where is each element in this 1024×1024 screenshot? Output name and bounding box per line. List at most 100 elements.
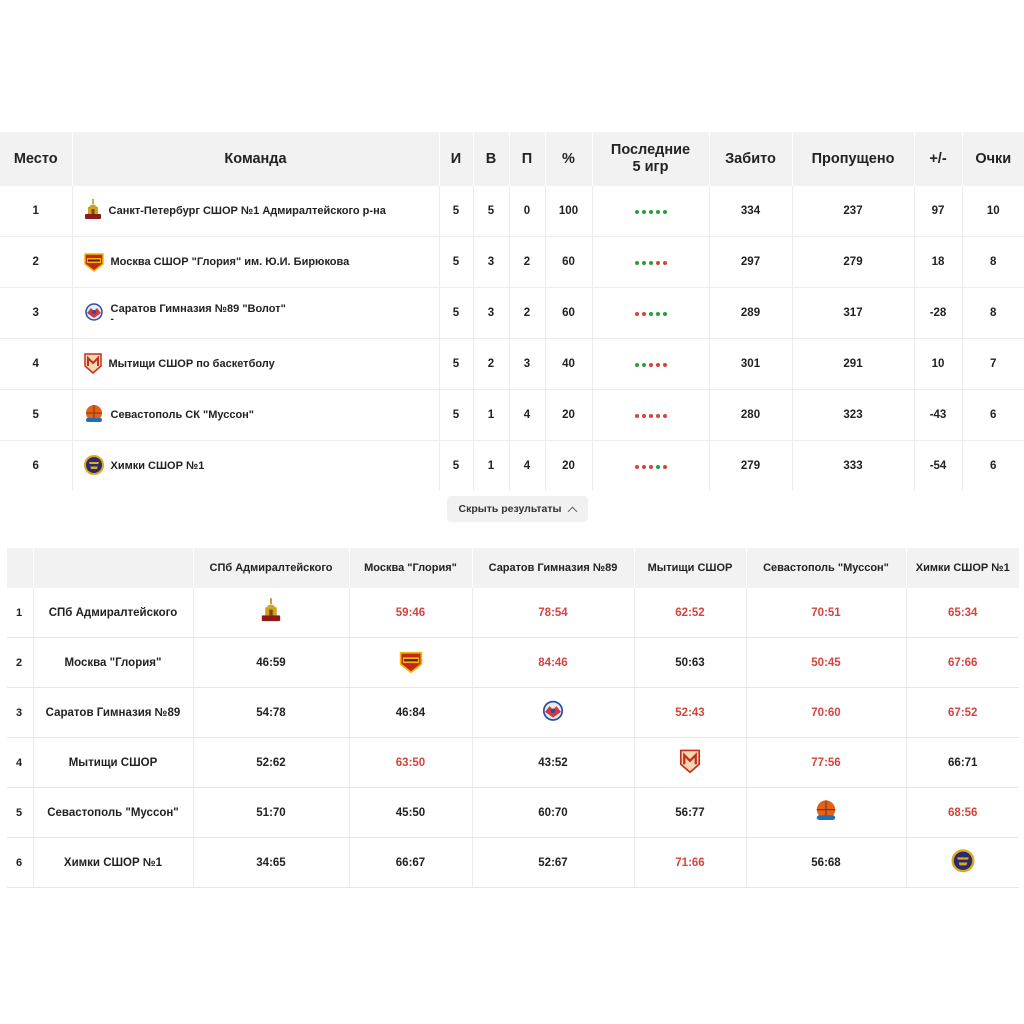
win-dot-icon — [648, 210, 653, 214]
matrix-result-cell[interactable]: 67:52 — [906, 687, 1019, 738]
points-cell: 10 — [962, 186, 1024, 237]
team-name[interactable]: Санкт-Петербург СШОР №1 Адмиралтейского … — [108, 204, 386, 217]
matrix-column-header[interactable]: Москва "Глория" — [349, 548, 473, 588]
matrix-column-header[interactable]: СПб Адмиралтейского — [193, 548, 350, 588]
matrix-result-cell[interactable]: 54:78 — [193, 687, 350, 738]
points-cell: 8 — [962, 287, 1024, 339]
place-cell: 1 — [0, 186, 73, 237]
matrix-column-header[interactable]: Саратов Гимназия №89 — [472, 548, 635, 588]
matrix-row-team[interactable]: Химки СШОР №1 — [33, 837, 194, 888]
matrix-result-cell[interactable]: 51:70 — [193, 787, 350, 838]
musson-logo — [83, 403, 105, 428]
matrix-row-team[interactable]: Москва "Глория" — [33, 637, 194, 688]
header-games[interactable]: И — [439, 132, 474, 186]
team-name[interactable]: Москва СШОР "Глория" им. Ю.И. Бирюкова — [110, 255, 350, 268]
loss-dot-icon — [662, 414, 667, 418]
wins-cell: 3 — [473, 236, 510, 288]
pct-cell: 60 — [545, 287, 593, 339]
games-cell: 5 — [439, 186, 474, 237]
team-cell[interactable]: Санкт-Петербург СШОР №1 Адмиралтейского … — [72, 186, 440, 237]
header-place[interactable]: Место — [0, 132, 73, 186]
matrix-result-cell[interactable]: 77:56 — [746, 737, 907, 788]
matrix-result-cell[interactable]: 46:59 — [193, 637, 350, 688]
team-name[interactable]: Севастополь СК "Муссон" — [110, 408, 255, 421]
team-name[interactable]: Саратов Гимназия №89 "Волот" - — [110, 302, 286, 325]
matrix-row-team[interactable]: Мытищи СШОР — [33, 737, 194, 788]
matrix-row-team[interactable]: Саратов Гимназия №89 — [33, 687, 194, 738]
last5-cell — [592, 287, 710, 339]
spb-logo — [260, 598, 283, 627]
team-name[interactable]: Мытищи СШОР по баскетболу — [108, 357, 275, 370]
matrix-result-cell[interactable]: 63:50 — [349, 737, 473, 788]
team-cell[interactable]: Москва СШОР "Глория" им. Ю.И. Бирюкова — [72, 236, 440, 288]
matrix-result-cell[interactable]: 66:71 — [906, 737, 1019, 788]
matrix-result-cell[interactable]: 50:45 — [746, 637, 907, 688]
place-cell: 4 — [0, 338, 73, 390]
win-dot-icon — [655, 465, 660, 469]
matrix-result-cell[interactable]: 71:66 — [634, 837, 747, 888]
matrix-result-cell[interactable]: 52:43 — [634, 687, 747, 738]
team-cell[interactable]: Саратов Гимназия №89 "Волот" - — [72, 287, 440, 339]
matrix-result-cell[interactable]: 50:63 — [634, 637, 747, 688]
matrix-result-cell[interactable]: 70:60 — [746, 687, 907, 738]
standings-row[interactable]: 3 Саратов Гимназия №89 "Волот" -5 3 2 60 289 31… — [0, 287, 1024, 339]
matrix-result-cell[interactable]: 52:67 — [472, 837, 635, 888]
header-last5[interactable]: Последние 5 игр — [592, 132, 710, 186]
matrix-result-cell[interactable]: 70:51 — [746, 588, 907, 638]
team-cell[interactable]: Химки СШОР №1 — [72, 440, 440, 491]
spb-logo — [83, 198, 103, 224]
losses-cell: 0 — [509, 186, 546, 237]
standings-row[interactable]: 1 Санкт-Петербург СШОР №1 Адмиралтейского… — [0, 186, 1024, 237]
hide-results-button[interactable]: Скрыть результаты — [447, 496, 588, 522]
header-scored[interactable]: Забито — [709, 132, 793, 186]
header-wins[interactable]: В — [473, 132, 510, 186]
matrix-result-cell[interactable]: 78:54 — [472, 588, 635, 638]
matrix-result-cell[interactable]: 43:52 — [472, 737, 635, 788]
header-diff[interactable]: +/- — [914, 132, 963, 186]
matrix-row-num: 6 — [7, 837, 34, 888]
matrix-result-cell[interactable]: 84:46 — [472, 637, 635, 688]
matrix-row-team[interactable]: Севастополь "Муссон" — [33, 787, 194, 838]
team-cell[interactable]: Севастополь СК "Муссон" — [72, 389, 440, 441]
matrix-column-header[interactable]: Мытищи СШОР — [634, 548, 747, 588]
matrix-result-cell[interactable]: 62:52 — [634, 588, 747, 638]
wins-cell: 3 — [473, 287, 510, 339]
team-cell[interactable]: Мытищи СШОР по баскетболу — [72, 338, 440, 390]
pct-cell: 40 — [545, 338, 593, 390]
conceded-cell: 291 — [792, 338, 915, 390]
matrix-column-header[interactable]: Химки СШОР №1 — [906, 548, 1019, 588]
matrix-result-cell[interactable]: 67:66 — [906, 637, 1019, 688]
matrix-result-cell[interactable]: 68:56 — [906, 787, 1019, 838]
wins-cell: 5 — [473, 186, 510, 237]
header-conceded[interactable]: Пропущено — [792, 132, 915, 186]
header-points[interactable]: Очки — [962, 132, 1024, 186]
games-cell: 5 — [439, 236, 474, 288]
losses-cell: 3 — [509, 338, 546, 390]
matrix-result-cell[interactable]: 46:84 — [349, 687, 473, 738]
loss-dot-icon — [641, 465, 646, 469]
header-losses[interactable]: П — [509, 132, 546, 186]
matrix-result-cell[interactable]: 65:34 — [906, 588, 1019, 638]
matrix-result-cell[interactable]: 59:46 — [349, 588, 473, 638]
header-pct[interactable]: % — [545, 132, 593, 186]
pct-cell: 20 — [545, 440, 593, 491]
standings-row[interactable]: 2 Москва СШОР "Глория" им. Ю.И. Бирюкова 5… — [0, 236, 1024, 288]
matrix-result-cell[interactable]: 34:65 — [193, 837, 350, 888]
losses-cell: 4 — [509, 440, 546, 491]
standings-row[interactable]: 6 Химки СШОР №1 5 1 4 20 279 333 -54 6 — [0, 440, 1024, 491]
standings-row[interactable]: 4 Мытищи СШОР по баскетболу 5 2 3 40 301 291 10 7 — [0, 338, 1024, 390]
matrix-result-cell[interactable]: 66:67 — [349, 837, 473, 888]
matrix-result-cell[interactable]: 56:68 — [746, 837, 907, 888]
team-name[interactable]: Химки СШОР №1 — [110, 459, 205, 472]
last5-cell — [592, 186, 710, 237]
standings-row[interactable]: 5 Севастополь СК "Муссон" 5 1 4 20 280 323 -43 6 — [0, 389, 1024, 441]
matrix-result-cell[interactable]: 60:70 — [472, 787, 635, 838]
matrix-row-team[interactable]: СПб Адмиралтейского — [33, 588, 194, 638]
loss-dot-icon — [662, 465, 667, 469]
matrix-result-cell[interactable]: 45:50 — [349, 787, 473, 838]
diff-cell: -28 — [914, 287, 963, 339]
header-team[interactable]: Команда — [72, 132, 440, 186]
matrix-column-header[interactable]: Севастополь "Муссон" — [746, 548, 907, 588]
matrix-result-cell[interactable]: 52:62 — [193, 737, 350, 788]
matrix-result-cell[interactable]: 56:77 — [634, 787, 747, 838]
